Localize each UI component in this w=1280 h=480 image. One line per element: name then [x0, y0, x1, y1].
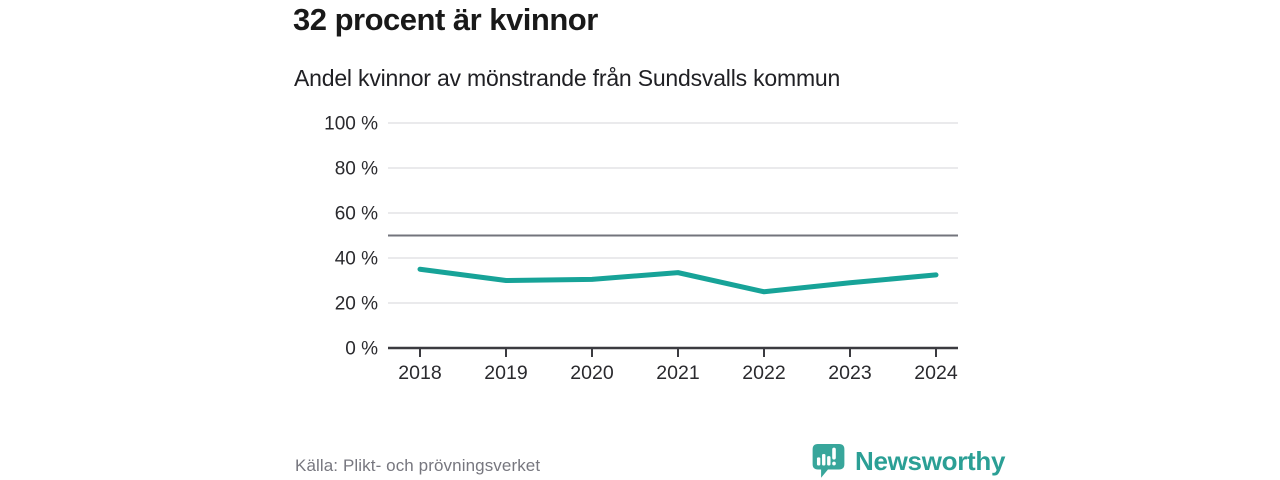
data-line-andel-kvinnor	[417, 266, 939, 295]
x-tick-label: 2019	[484, 362, 527, 384]
y-tick-label: 40 %	[335, 249, 378, 270]
y-tick-label: 0 %	[345, 339, 378, 360]
newsworthy-logo[interactable]: Newsworthy	[810, 443, 1005, 479]
brand-name: Newsworthy	[855, 445, 1006, 476]
bar-chart-speech-bubble-icon	[810, 443, 847, 479]
y-tick-label: 80 %	[335, 159, 378, 180]
y-tick-label: 60 %	[335, 204, 378, 225]
source-attribution: Källa: Plikt- och prövningsverket	[295, 456, 541, 475]
y-tick-label: 100 %	[324, 114, 378, 135]
x-tick-label: 2018	[398, 362, 441, 384]
chart-subtitle: Andel kvinnor av mönstrande från Sundsva…	[294, 65, 841, 91]
y-tick-label: 20 %	[335, 294, 378, 315]
x-tick-label: 2023	[828, 362, 871, 384]
x-tick-label: 2022	[742, 362, 785, 384]
x-tick-label: 2020	[570, 362, 614, 384]
x-tick-label: 2021	[656, 362, 699, 384]
x-tick-label: 2024	[914, 362, 958, 384]
chart-title: 32 procent är kvinnor	[293, 2, 598, 37]
